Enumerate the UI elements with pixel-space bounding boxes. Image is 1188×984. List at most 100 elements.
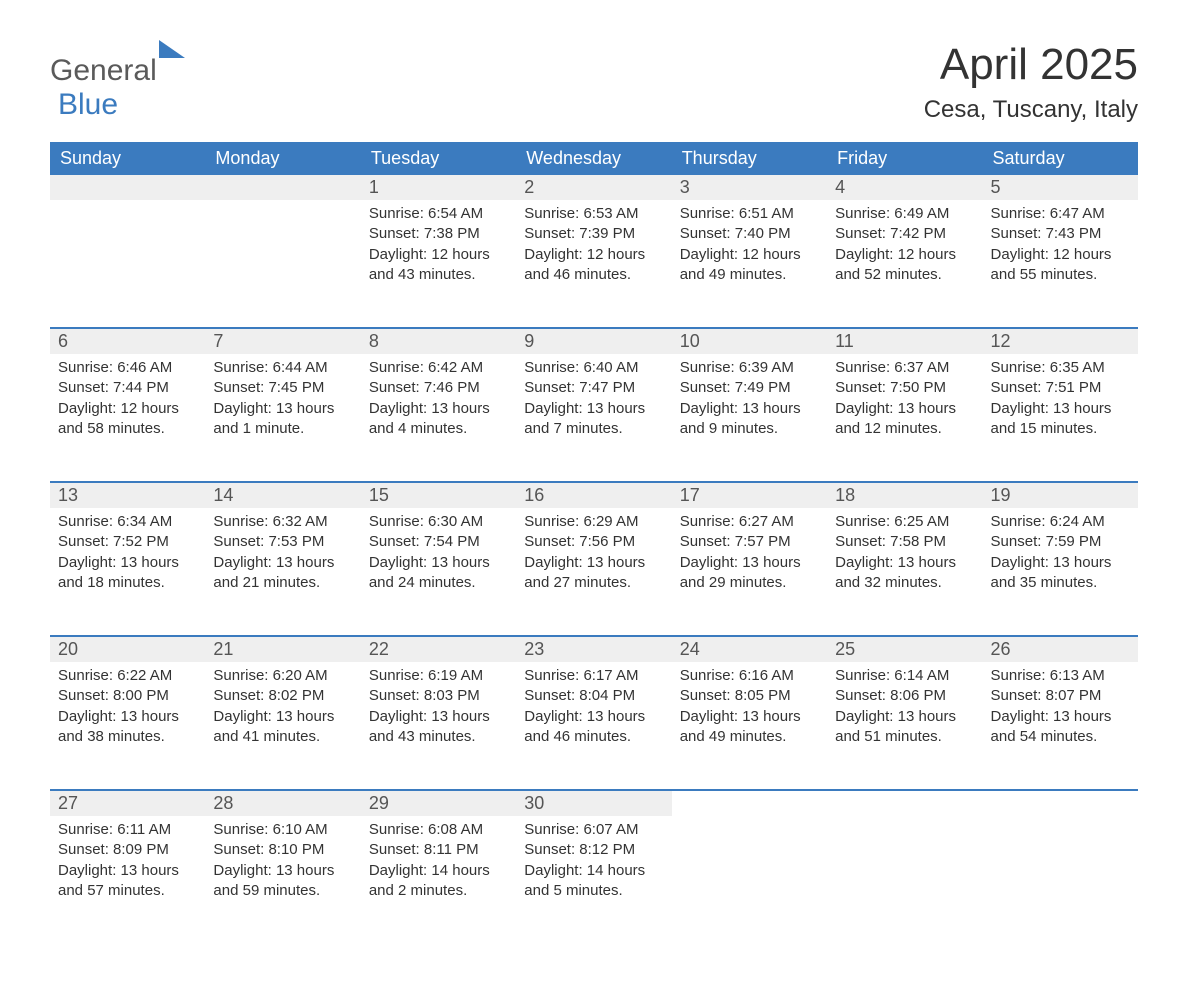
sunrise-text: Sunrise: 6:32 AM — [213, 512, 352, 532]
sunset-text: Sunset: 8:07 PM — [991, 686, 1130, 706]
sunrise-text: Sunrise: 6:42 AM — [369, 358, 508, 378]
day-content-cell: Sunrise: 6:14 AMSunset: 8:06 PMDaylight:… — [827, 662, 982, 790]
daylight-text: Daylight: 13 hours and 29 minutes. — [680, 553, 819, 594]
sunrise-text: Sunrise: 6:35 AM — [991, 358, 1130, 378]
sunset-text: Sunset: 7:43 PM — [991, 224, 1130, 244]
daynum-row: 6789101112 — [50, 329, 1138, 354]
dayname-wednesday: Wednesday — [516, 142, 671, 175]
daylight-text: Daylight: 12 hours and 46 minutes. — [524, 245, 663, 286]
day-content-row: Sunrise: 6:46 AMSunset: 7:44 PMDaylight:… — [50, 354, 1138, 482]
day-content-cell: Sunrise: 6:30 AMSunset: 7:54 PMDaylight:… — [361, 508, 516, 636]
day-content-cell: Sunrise: 6:25 AMSunset: 7:58 PMDaylight:… — [827, 508, 982, 636]
dayname-friday: Friday — [827, 142, 982, 175]
day-number-cell: 10 — [672, 329, 827, 354]
day-content-cell: Sunrise: 6:42 AMSunset: 7:46 PMDaylight:… — [361, 354, 516, 482]
sunrise-text: Sunrise: 6:53 AM — [524, 204, 663, 224]
day-number-cell: 18 — [827, 483, 982, 508]
sunset-text: Sunset: 8:05 PM — [680, 686, 819, 706]
day-content-row: Sunrise: 6:34 AMSunset: 7:52 PMDaylight:… — [50, 508, 1138, 636]
day-number-cell: 29 — [361, 791, 516, 816]
day-content-cell: Sunrise: 6:19 AMSunset: 8:03 PMDaylight:… — [361, 662, 516, 790]
daylight-text: Daylight: 13 hours and 41 minutes. — [213, 707, 352, 748]
daylight-text: Daylight: 13 hours and 38 minutes. — [58, 707, 197, 748]
sunrise-text: Sunrise: 6:11 AM — [58, 820, 197, 840]
sunset-text: Sunset: 7:53 PM — [213, 532, 352, 552]
sunset-text: Sunset: 7:42 PM — [835, 224, 974, 244]
sunrise-text: Sunrise: 6:54 AM — [369, 204, 508, 224]
day-content-cell: Sunrise: 6:10 AMSunset: 8:10 PMDaylight:… — [205, 816, 360, 944]
daylight-text: Daylight: 13 hours and 27 minutes. — [524, 553, 663, 594]
daylight-text: Daylight: 13 hours and 18 minutes. — [58, 553, 197, 594]
day-content-cell: Sunrise: 6:37 AMSunset: 7:50 PMDaylight:… — [827, 354, 982, 482]
logo-text-blue: Blue — [58, 88, 118, 121]
dayname-row: Sunday Monday Tuesday Wednesday Thursday… — [50, 142, 1138, 175]
day-number-cell: 28 — [205, 791, 360, 816]
dayname-monday: Monday — [205, 142, 360, 175]
daylight-text: Daylight: 12 hours and 55 minutes. — [991, 245, 1130, 286]
day-number-cell: 20 — [50, 637, 205, 662]
page-header: General Blue April 2025 Cesa, Tuscany, I… — [50, 40, 1138, 124]
sunset-text: Sunset: 7:58 PM — [835, 532, 974, 552]
sunrise-text: Sunrise: 6:30 AM — [369, 512, 508, 532]
day-number-cell: 26 — [983, 637, 1138, 662]
day-number-cell: 19 — [983, 483, 1138, 508]
sunset-text: Sunset: 7:56 PM — [524, 532, 663, 552]
sunset-text: Sunset: 7:40 PM — [680, 224, 819, 244]
sunrise-text: Sunrise: 6:40 AM — [524, 358, 663, 378]
sunrise-text: Sunrise: 6:22 AM — [58, 666, 197, 686]
title-block: April 2025 Cesa, Tuscany, Italy — [924, 40, 1138, 124]
day-number-cell — [672, 791, 827, 816]
day-content-cell: Sunrise: 6:24 AMSunset: 7:59 PMDaylight:… — [983, 508, 1138, 636]
day-number-cell — [827, 791, 982, 816]
sunset-text: Sunset: 7:46 PM — [369, 378, 508, 398]
day-number-cell: 2 — [516, 175, 671, 200]
daylight-text: Daylight: 12 hours and 58 minutes. — [58, 399, 197, 440]
daynum-row: 12345 — [50, 175, 1138, 200]
daylight-text: Daylight: 13 hours and 24 minutes. — [369, 553, 508, 594]
day-content-cell: Sunrise: 6:39 AMSunset: 7:49 PMDaylight:… — [672, 354, 827, 482]
sunset-text: Sunset: 7:44 PM — [58, 378, 197, 398]
day-number-cell — [983, 791, 1138, 816]
daynum-row: 13141516171819 — [50, 483, 1138, 508]
daynum-row: 20212223242526 — [50, 637, 1138, 662]
day-number-cell: 17 — [672, 483, 827, 508]
sunset-text: Sunset: 8:12 PM — [524, 840, 663, 860]
day-number-cell: 14 — [205, 483, 360, 508]
daylight-text: Daylight: 13 hours and 7 minutes. — [524, 399, 663, 440]
day-content-cell: Sunrise: 6:53 AMSunset: 7:39 PMDaylight:… — [516, 200, 671, 328]
daylight-text: Daylight: 12 hours and 49 minutes. — [680, 245, 819, 286]
dayname-sunday: Sunday — [50, 142, 205, 175]
sunrise-text: Sunrise: 6:29 AM — [524, 512, 663, 532]
day-number-cell: 13 — [50, 483, 205, 508]
day-content-cell — [827, 816, 982, 944]
day-content-cell: Sunrise: 6:11 AMSunset: 8:09 PMDaylight:… — [50, 816, 205, 944]
day-number-cell — [50, 175, 205, 200]
sunrise-text: Sunrise: 6:17 AM — [524, 666, 663, 686]
day-number-cell: 22 — [361, 637, 516, 662]
sunrise-text: Sunrise: 6:51 AM — [680, 204, 819, 224]
sunrise-text: Sunrise: 6:49 AM — [835, 204, 974, 224]
sunset-text: Sunset: 7:38 PM — [369, 224, 508, 244]
daylight-text: Daylight: 13 hours and 51 minutes. — [835, 707, 974, 748]
sunrise-text: Sunrise: 6:13 AM — [991, 666, 1130, 686]
sunset-text: Sunset: 7:51 PM — [991, 378, 1130, 398]
sunrise-text: Sunrise: 6:08 AM — [369, 820, 508, 840]
day-content-cell: Sunrise: 6:35 AMSunset: 7:51 PMDaylight:… — [983, 354, 1138, 482]
day-content-cell: Sunrise: 6:13 AMSunset: 8:07 PMDaylight:… — [983, 662, 1138, 790]
daylight-text: Daylight: 13 hours and 9 minutes. — [680, 399, 819, 440]
sunrise-text: Sunrise: 6:47 AM — [991, 204, 1130, 224]
daylight-text: Daylight: 13 hours and 35 minutes. — [991, 553, 1130, 594]
day-content-cell — [205, 200, 360, 328]
sunrise-text: Sunrise: 6:25 AM — [835, 512, 974, 532]
day-number-cell: 16 — [516, 483, 671, 508]
sunset-text: Sunset: 7:59 PM — [991, 532, 1130, 552]
day-number-cell: 5 — [983, 175, 1138, 200]
day-number-cell: 4 — [827, 175, 982, 200]
sunset-text: Sunset: 7:47 PM — [524, 378, 663, 398]
logo-text-general: General — [50, 54, 157, 87]
sunset-text: Sunset: 8:03 PM — [369, 686, 508, 706]
sunset-text: Sunset: 8:00 PM — [58, 686, 197, 706]
day-number-cell: 25 — [827, 637, 982, 662]
location-subtitle: Cesa, Tuscany, Italy — [924, 96, 1138, 124]
day-content-cell: Sunrise: 6:44 AMSunset: 7:45 PMDaylight:… — [205, 354, 360, 482]
